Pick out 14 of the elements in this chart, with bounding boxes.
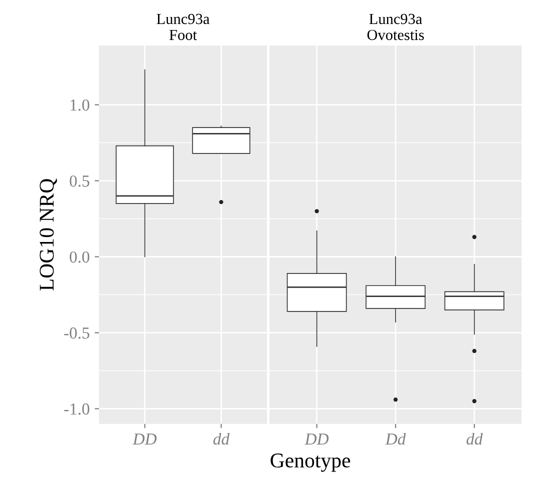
chart-title: Lunc93a Foot	[156, 14, 210, 40]
x-tick-label: Dd	[385, 432, 406, 445]
x-tick-label: dd	[213, 432, 230, 445]
x-tick-label: DD	[132, 434, 157, 445]
x-tick-label: dd	[466, 432, 483, 445]
y-tick-label: -1.0	[64, 403, 90, 415]
y-tick-label: 0.0	[70, 251, 90, 263]
x-axis-title: Genotype	[270, 454, 350, 472]
x-tick-label: DD	[304, 434, 329, 445]
y-tick-label: -0.5	[64, 327, 90, 339]
chart-title: Lunc93a Ovotestis	[367, 14, 424, 40]
y-tick-label: 0.5	[70, 175, 90, 187]
y-axis-title: LOG10 NRQ	[40, 178, 57, 291]
y-tick-label: 1.0	[70, 99, 90, 111]
